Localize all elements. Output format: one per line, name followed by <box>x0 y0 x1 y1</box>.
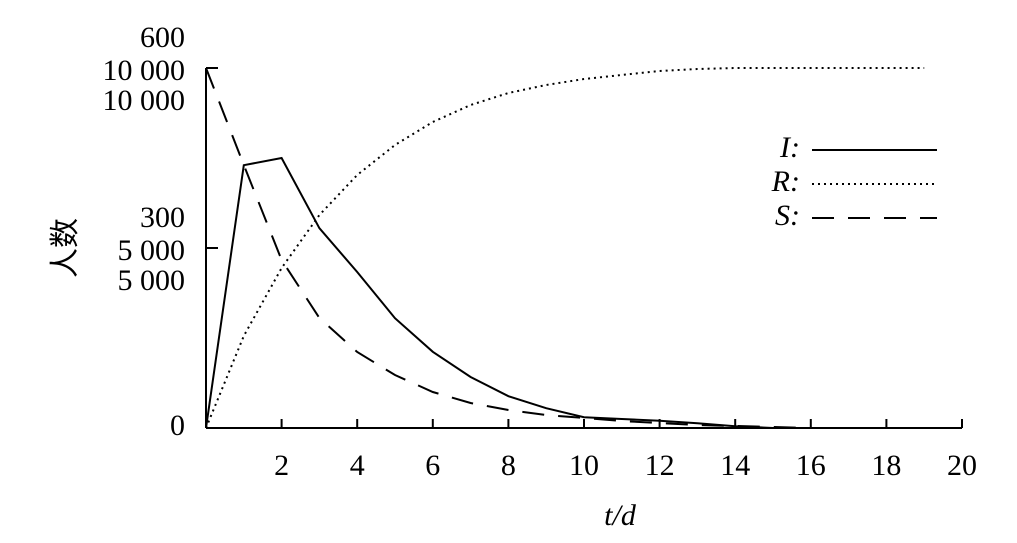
y-tick-label: 5 000 <box>118 234 186 267</box>
y-tick-label: 10 000 <box>103 84 186 117</box>
y-tick-label: 10 000 <box>103 54 186 87</box>
y-tick-label: 300 <box>140 201 185 234</box>
x-tick-label: 6 <box>425 449 440 482</box>
x-tick-label: 20 <box>947 449 977 482</box>
x-tick-label: 10 <box>569 449 599 482</box>
series-line <box>205 67 962 429</box>
x-tick-label: 8 <box>501 449 516 482</box>
legend-label: I: <box>779 131 800 164</box>
series-line <box>205 156 962 429</box>
x-tick-label: 18 <box>871 449 901 482</box>
series-line <box>205 67 925 429</box>
x-tick-label: 16 <box>796 449 826 482</box>
legend-label: R: <box>771 165 800 198</box>
x-tick-label: 2 <box>274 449 289 482</box>
x-tick-label: 4 <box>350 449 365 482</box>
x-tick-label: 14 <box>720 449 750 482</box>
y-axis-label: 人数 <box>49 218 82 278</box>
y-tick-label: 600 <box>140 21 185 54</box>
y-tick-label: 5 000 <box>118 264 186 297</box>
y-tick-label: 0 <box>170 409 185 442</box>
x-axis-label: t/d <box>604 499 637 532</box>
legend-label: S: <box>775 199 800 232</box>
x-tick-label: 12 <box>645 449 675 482</box>
